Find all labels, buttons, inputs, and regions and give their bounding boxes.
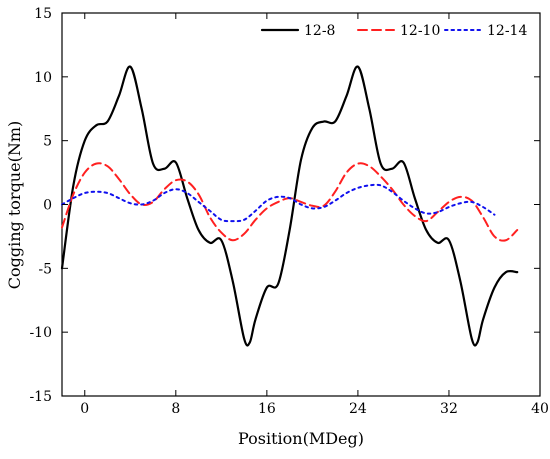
y-tick-label: -15 [29, 389, 52, 405]
y-axis-title: Cogging torque(Nm) [5, 121, 24, 290]
y-tick-label: -10 [29, 325, 52, 341]
legend-label-12-10: 12-10 [400, 23, 440, 39]
series-line-12-14 [61, 183, 496, 223]
legend: 12-8 12-10 12-14 [260, 23, 527, 39]
axis-layer: 0 8 16 24 32 40 -15 -10 -5 0 5 10 15 [29, 6, 548, 417]
x-tick-label: 40 [531, 401, 549, 417]
x-tick-label: 16 [258, 401, 276, 417]
y-tick-label: 15 [34, 6, 52, 22]
y-tick-label: 10 [34, 70, 52, 86]
x-tick-label: 32 [440, 401, 458, 417]
y-tick-label: -5 [38, 261, 52, 277]
x-axis-title: Position(MDeg) [238, 429, 364, 448]
y-tick-label: 5 [43, 134, 52, 150]
x-tick-label: 0 [80, 401, 89, 417]
legend-label-12-14: 12-14 [487, 23, 527, 39]
x-tick-label: 8 [171, 401, 180, 417]
series-layer [60, 65, 519, 347]
x-tick-label: 24 [349, 401, 367, 417]
y-tick-label: 0 [43, 198, 52, 214]
legend-label-12-8: 12-8 [304, 23, 335, 39]
series-line-12-8 [60, 65, 519, 347]
